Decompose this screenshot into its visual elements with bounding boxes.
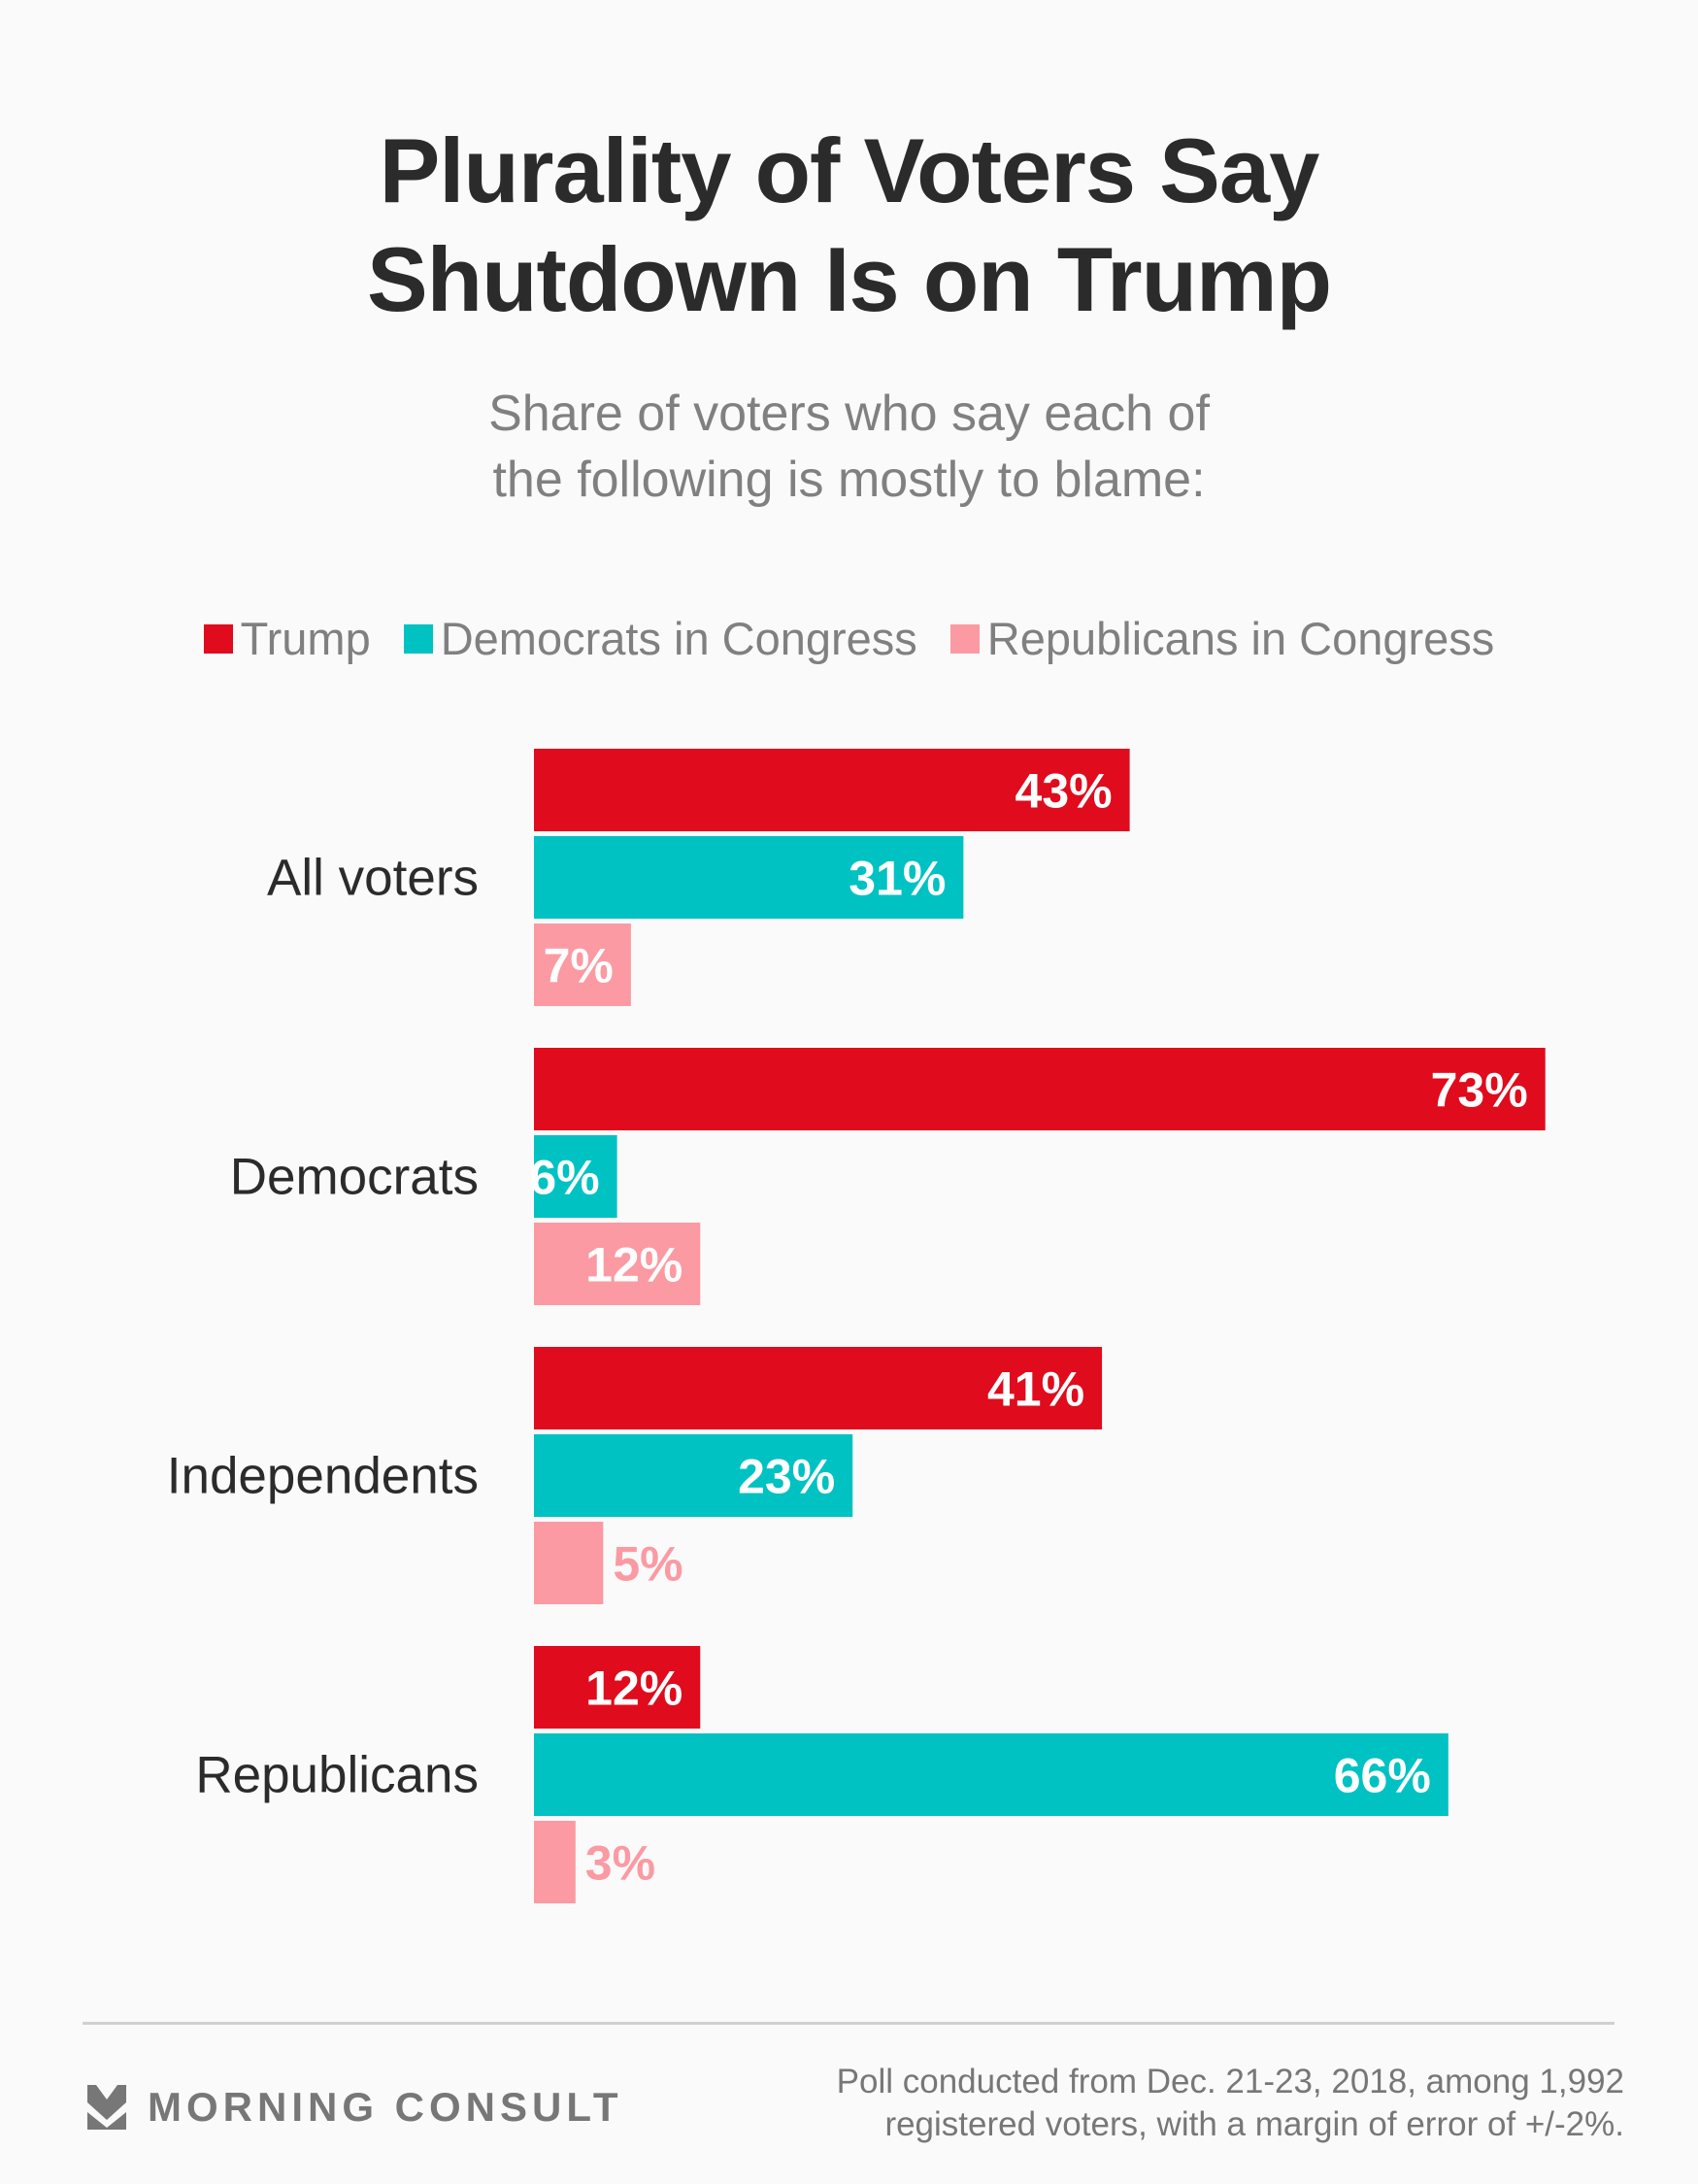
brand-name: MORNING CONSULT (148, 2084, 623, 2130)
value-label-republicans-trump: 12% (585, 1662, 683, 1716)
brand-logo: MORNING CONSULT (87, 2084, 623, 2131)
value-label-all-voters-democrats-in-congress: 31% (849, 852, 946, 906)
note-line-2: registered voters, with a margin of erro… (884, 2105, 1624, 2143)
legend-item-trump: Trump (203, 612, 371, 665)
bar-all-voters-democrats-in-congress (534, 836, 964, 919)
bar-democrats-trump (534, 1048, 1546, 1130)
legend-label-republicans: Republicans in Congress (986, 613, 1495, 664)
bar-republicans-democrats-in-congress (534, 1733, 1448, 1816)
chart-subtitle: Share of voters who say each of the foll… (0, 381, 1698, 513)
category-label-all-voters: All voters (267, 850, 479, 907)
value-label-democrats-trump: 73% (1431, 1063, 1528, 1118)
title-line-2: Shutdown Is on Trump (366, 228, 1332, 330)
title-line-1: Plurality of Voters Say (379, 119, 1320, 221)
value-label-all-voters-republicans-in-congress: 7% (544, 939, 614, 993)
bar-republicans-republicans-in-congress (534, 1821, 576, 1903)
legend-item-republicans-in-congress: Republicans in Congress (949, 612, 1495, 665)
bar-all-voters-republicans-in-congress (534, 924, 631, 1006)
chart-title: Plurality of Voters Say Shutdown Is on T… (0, 117, 1698, 334)
legend-item-democrats-in-congress: Democrats in Congress (403, 612, 917, 665)
bar-independents-democrats-in-congress (534, 1434, 853, 1517)
footer-divider (83, 2022, 1615, 2025)
note-line-1: Poll conducted from Dec. 21-23, 2018, am… (836, 2063, 1624, 2100)
legend-swatch-republicans (949, 623, 980, 654)
methodology-note: Poll conducted from Dec. 21-23, 2018, am… (837, 2061, 1624, 2146)
value-label-independents-republicans-in-congress: 5% (613, 1537, 683, 1592)
bar-independents-republicans-in-congress (534, 1522, 604, 1604)
subtitle-line-2: the following is mostly to blame: (492, 452, 1206, 508)
morning-consult-chevron-icon (87, 2085, 126, 2130)
legend-swatch-trump (203, 623, 233, 654)
category-label-independents: Independents (167, 1448, 479, 1505)
bar-independents-trump (534, 1347, 1103, 1429)
legend-swatch-democrats (403, 623, 433, 654)
legend: Trump Democrats in Congress Republicans … (0, 612, 1698, 665)
value-label-republicans-democrats-in-congress: 66% (1334, 1749, 1431, 1803)
category-label-republicans: Republicans (195, 1747, 479, 1804)
legend-label-trump: Trump (240, 613, 371, 664)
value-label-democrats-republicans-in-congress: 12% (585, 1238, 683, 1293)
bar-democrats-democrats-in-congress (534, 1135, 617, 1218)
value-label-republicans-republicans-in-congress: 3% (585, 1836, 655, 1891)
bar-democrats-republicans-in-congress (534, 1223, 701, 1305)
value-label-all-voters-trump: 43% (1015, 764, 1113, 819)
bar-republicans-trump (534, 1646, 701, 1729)
value-label-democrats-democrats-in-congress: 6% (529, 1151, 599, 1205)
legend-label-democrats: Democrats in Congress (440, 613, 917, 664)
category-label-democrats: Democrats (230, 1149, 479, 1206)
value-label-independents-democrats-in-congress: 23% (738, 1450, 835, 1504)
value-label-independents-trump: 41% (987, 1362, 1084, 1417)
bar-all-voters-trump (534, 749, 1130, 831)
subtitle-line-1: Share of voters who say each of (488, 386, 1210, 442)
